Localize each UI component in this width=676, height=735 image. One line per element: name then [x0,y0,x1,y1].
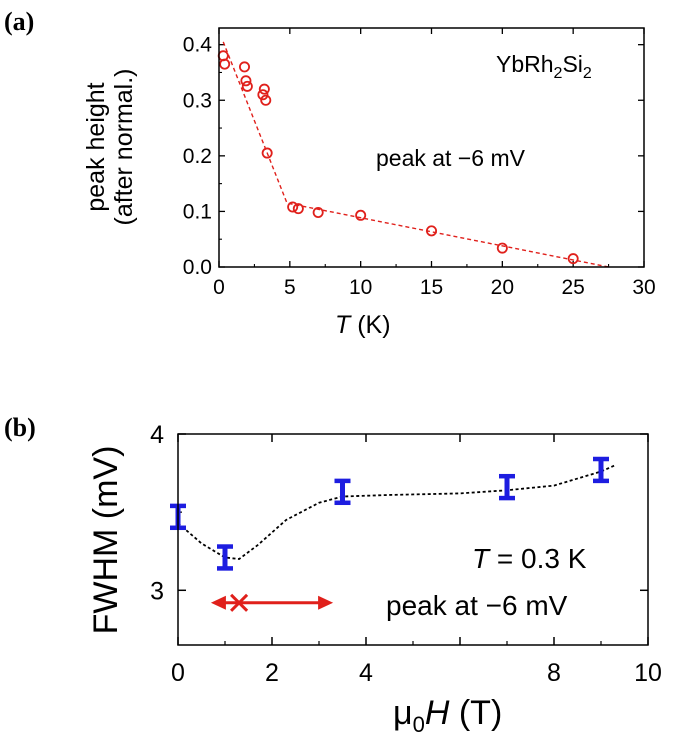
panel-a-x-tick-label: 10 [349,276,372,299]
panel-a-label: (a) [4,7,34,36]
panel-b-x-tick-label: 2 [265,659,279,687]
panel-b-error-bar [217,544,233,571]
panel-a-data-point [219,58,231,70]
panel-a-data-point [257,89,269,101]
panel-b-data [170,456,616,612]
panel-a-y-tick-label: 0.3 [183,89,212,112]
panel-b-y-label: FWHM (mV) [87,446,125,635]
panel-a-data-point [567,253,579,265]
panel-a-data-point [287,201,299,213]
panel-b-ticks: 0 2 4 8 10 3 4 [150,421,662,687]
panel-a-x-label-var: T [335,311,352,339]
panel-a-data-point [312,207,324,219]
temperature-note: T = 0.3 K [472,543,587,574]
panel-b-y-tick-label: 4 [150,421,164,449]
panel-b-y-tick-label: 3 [150,577,164,605]
panel-a-frame [218,27,645,268]
range-cross-stroke-2 [230,593,249,612]
panel-a-y-tick-label: 0.0 [183,256,212,279]
panel-a-x-tick-label: 15 [420,276,443,299]
panel-a-data-point [425,225,437,237]
panel-b-error-bar [593,456,609,484]
compound-sub-1: 2 [554,65,563,82]
panel-a-x-tick-label: 20 [491,276,514,299]
panel-a-data-point [355,209,367,221]
panel-a-data-point [241,80,253,92]
panel-b-x-label-unit: (T) [449,694,502,732]
compound-sub-2: 2 [583,65,592,82]
panel-b-error-bar [499,473,515,501]
panel-a-x-tick-label: 0 [213,276,225,299]
range-arrow-head-right [318,595,334,610]
panel-b-x-tick-label: 4 [359,659,373,687]
panel-a-x-label-unit: (K) [350,311,390,339]
panel-a-x-tick-label: 25 [561,276,584,299]
panel-a-data-point [292,203,304,215]
range-arrow [210,593,334,612]
temperature-value: = 0.3 K [489,543,587,574]
panel-a-y-label-line2: (after normal.) [110,69,138,226]
panel-a-guide-line [222,41,609,268]
panel-b-frame [177,433,649,646]
panel-b-x-label-sub: 0 [413,712,425,735]
temperature-var: T [472,543,491,574]
range-arrow-head-left [210,595,226,610]
panel-a-x-label: T (K) [335,311,391,339]
panel-a-ticks: 0 5 10 15 20 25 30 0.0 0.1 0.2 0.3 0.4 [183,28,656,299]
panel-b-x-tick-label: 10 [634,659,662,687]
panel-a-peak-note: peak at −6 mV [376,145,526,171]
panel-a-y-label-line1: peak height [82,82,110,211]
panel-b-error-bar [334,478,351,506]
panel-b-x-tick-label: 8 [547,659,561,687]
panel-a-y-tick-label: 0.1 [183,200,212,223]
panel-a-x-tick-label: 30 [632,276,655,299]
panel-a: (a) 0 5 10 15 20 25 30 0.0 0.1 0.2 0.3 0.4 T (K) pe… [4,7,656,339]
compound-label: YbRh2Si2 [496,51,592,82]
panel-a-data-point [240,75,252,87]
panel-a-x-tick-label: 5 [284,276,296,299]
panel-b-x-label: μ0H (T) [393,694,502,735]
panel-b-label: (b) [4,413,36,442]
compound-base: YbRh [496,51,554,77]
panel-b-x-tick-label: 0 [171,659,185,687]
panel-a-y-tick-label: 0.4 [183,34,213,57]
panel-a-y-tick-label: 0.2 [183,145,212,168]
panel-a-data-point [260,94,272,106]
panel-a-data-point [496,242,508,254]
panel-b-peak-note: peak at −6 mV [386,590,568,621]
panel-a-data-point [261,147,273,159]
panel-a-data [217,41,609,268]
panel-a-data-point [258,83,270,95]
panel-b-x-label-prefix: μ [393,694,413,732]
panel-b-x-label-var: H [425,694,450,732]
compound-mid: Si [562,51,582,77]
panel-a-data-point [238,61,250,73]
